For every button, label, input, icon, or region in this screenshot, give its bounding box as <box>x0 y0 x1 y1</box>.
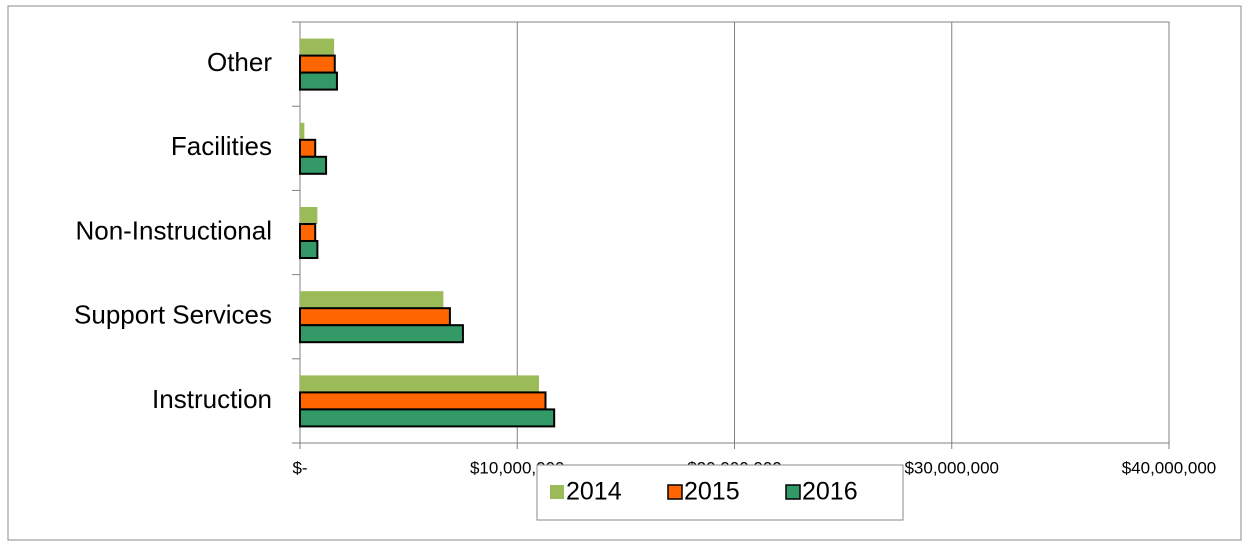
bar <box>299 71 338 91</box>
legend-label: 2014 <box>566 478 622 506</box>
y-tick-label: Non-Instructional <box>75 215 272 245</box>
chart-frame <box>7 5 1242 541</box>
bar <box>300 38 335 56</box>
bar <box>299 138 317 158</box>
bar <box>299 155 328 175</box>
y-tick-label: Facilities <box>171 131 272 161</box>
x-tick-label: $30,000,000 <box>904 458 999 477</box>
bar <box>300 291 444 309</box>
bar <box>299 223 317 242</box>
legend-swatch <box>785 484 801 500</box>
legend-swatch <box>550 485 564 499</box>
bar <box>300 122 305 140</box>
legend-swatch <box>667 484 683 500</box>
legend-box <box>536 464 904 521</box>
bar <box>299 54 336 74</box>
bar <box>300 375 539 393</box>
bar <box>300 207 318 224</box>
legend-label: 2016 <box>802 478 858 506</box>
bar <box>299 324 464 344</box>
y-tick-label: Support Services <box>74 300 272 330</box>
y-tick-label: Other <box>207 47 272 77</box>
legend-label: 2015 <box>684 478 740 506</box>
y-tick-label: Instruction <box>152 384 272 414</box>
bar <box>299 391 547 411</box>
x-tick-label: $40,000,000 <box>1122 458 1217 477</box>
bar <box>299 408 556 428</box>
x-tick-label: $- <box>292 458 307 477</box>
bar <box>299 240 319 259</box>
bar <box>299 307 451 327</box>
